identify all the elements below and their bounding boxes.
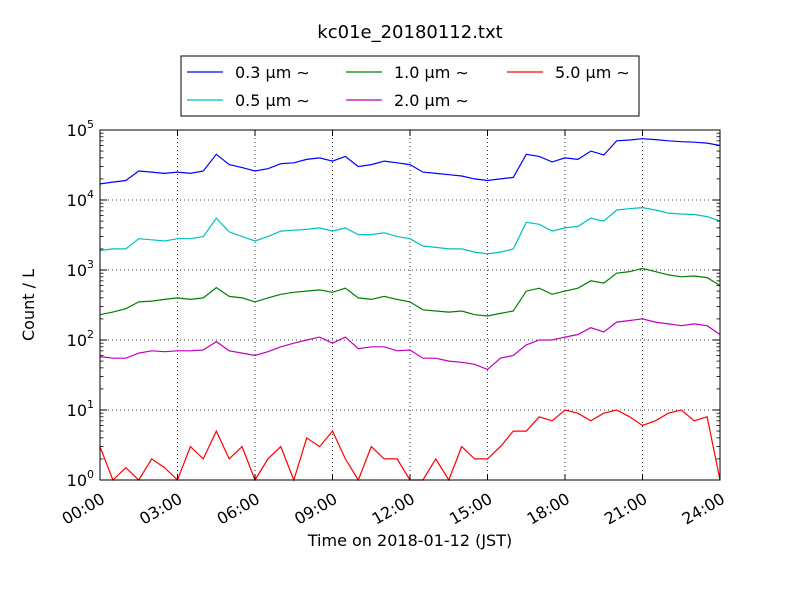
legend-box (180, 55, 640, 117)
legend-label: 1.0 μm ∼ (394, 63, 469, 82)
legend: 0.3 μm ∼ 0.5 μm ∼ 1.0 μm ∼ 2.0 μm ∼ 5.0 μm ∼ (180, 55, 640, 117)
y-axis-label: Count / L (19, 269, 38, 341)
legend-label: 2.0 μm ∼ (394, 91, 469, 110)
plot-area: 00:00 03:00 06:00 09:00 12:00 15:00 18:00 21:00… (59, 118, 728, 529)
x-axis-label: Time on 2018-01-12 (JST) (307, 531, 512, 550)
series-line-3 (99, 318, 721, 371)
legend-label: 5.0 μm ∼ (555, 63, 630, 82)
y-tick-label: 101 (67, 398, 94, 420)
legend-label: 0.3 μm ∼ (235, 63, 310, 82)
series-line-0 (99, 138, 721, 185)
series-line-2 (99, 267, 721, 317)
y-tick-label: 103 (67, 258, 94, 280)
y-tick-label: 102 (67, 328, 94, 350)
legend-label: 0.5 μm ∼ (235, 91, 310, 110)
series-line-1 (99, 206, 721, 255)
chart-title: kc01e_20180112.txt (317, 22, 502, 43)
plot-background (100, 130, 720, 480)
y-tick-label: 105 (67, 118, 94, 140)
y-tick-label: 104 (67, 188, 94, 210)
y-tick-label: 100 (67, 468, 94, 490)
